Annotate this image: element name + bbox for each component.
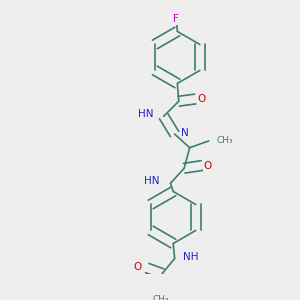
Text: HN: HN [138,109,153,119]
Text: O: O [197,94,205,104]
Text: F: F [173,14,179,24]
Text: N: N [182,128,189,138]
Text: NH: NH [183,252,198,262]
Text: CH₃: CH₃ [153,295,169,300]
Text: O: O [204,160,212,170]
Text: O: O [133,262,141,272]
Text: HN: HN [143,176,159,185]
Text: CH₃: CH₃ [217,136,233,146]
